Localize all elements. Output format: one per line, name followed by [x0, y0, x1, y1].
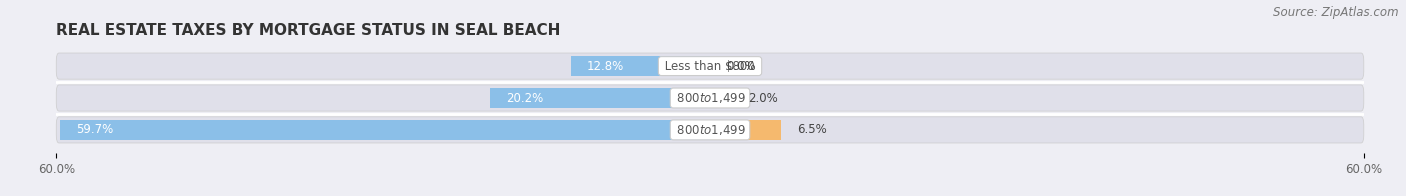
Bar	[710, 120, 780, 140]
FancyBboxPatch shape	[56, 53, 1364, 79]
Bar	[489, 88, 710, 108]
FancyBboxPatch shape	[56, 117, 1364, 143]
Bar	[710, 88, 731, 108]
Text: 6.5%: 6.5%	[797, 123, 827, 136]
Text: Less than $800: Less than $800	[661, 60, 759, 73]
Text: $800 to $1,499: $800 to $1,499	[673, 91, 747, 105]
Text: Source: ZipAtlas.com: Source: ZipAtlas.com	[1274, 6, 1399, 19]
Text: REAL ESTATE TAXES BY MORTGAGE STATUS IN SEAL BEACH: REAL ESTATE TAXES BY MORTGAGE STATUS IN …	[56, 23, 561, 38]
Text: 59.7%: 59.7%	[76, 123, 112, 136]
FancyBboxPatch shape	[56, 85, 1364, 111]
Text: 12.8%: 12.8%	[586, 60, 624, 73]
Text: $800 to $1,499: $800 to $1,499	[673, 123, 747, 137]
Bar	[59, 120, 710, 140]
Legend: Without Mortgage, With Mortgage: Without Mortgage, With Mortgage	[571, 192, 849, 196]
Text: 2.0%: 2.0%	[748, 92, 778, 104]
Text: 20.2%: 20.2%	[506, 92, 544, 104]
Text: 0.0%: 0.0%	[727, 60, 756, 73]
Bar	[571, 56, 710, 76]
